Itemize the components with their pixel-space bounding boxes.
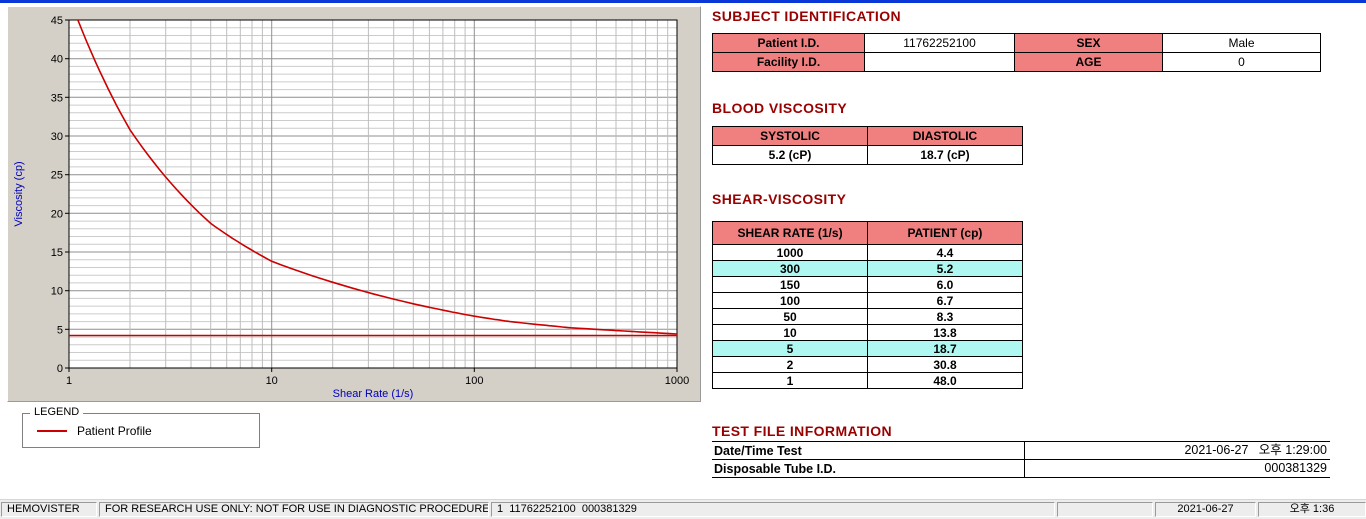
svg-text:1000: 1000	[665, 375, 689, 387]
shear-row: 2 30.8	[712, 356, 1023, 373]
table-row: SHEAR RATE (1/s) PATIENT (cp)	[712, 221, 1023, 245]
svg-text:10: 10	[51, 286, 63, 298]
svg-text:45: 45	[51, 15, 63, 27]
diastolic-value: 18.7 (cP)	[867, 145, 1023, 165]
status-record-info: 1 11762252100 000381329	[491, 502, 1055, 517]
shear-row: 150 6.0	[712, 276, 1023, 293]
systolic-header: SYSTOLIC	[712, 126, 868, 146]
shear-row: 1000 4.4	[712, 244, 1023, 261]
diastolic-header: DIASTOLIC	[867, 126, 1023, 146]
viscosity-chart: 0 5 10 15 20 25 30 35 40 45 1 10 100 1000 Shear Rate (…	[9, 8, 699, 405]
shear-row: 100 6.7	[712, 292, 1023, 309]
subject-table: Patient I.D. 11762252100 SEX Male Facili…	[712, 33, 1321, 72]
shear-value-cell: 6.0	[867, 276, 1023, 293]
sex-label: SEX	[1014, 33, 1163, 53]
shear-viscosity-table: SHEAR RATE (1/s) PATIENT (cp) 1000 4.4 30…	[712, 221, 1023, 389]
svg-text:35: 35	[51, 92, 63, 104]
disposable-tube-id-label: Disposable Tube I.D.	[714, 461, 837, 476]
status-research-notice: FOR RESEARCH USE ONLY: NOT FOR USE IN DI…	[99, 502, 489, 517]
shear-rate-cell: 2	[712, 356, 868, 373]
table-row: 5.2 (cP) 18.7 (cP)	[712, 145, 1023, 165]
svg-text:Viscosity (cp): Viscosity (cp)	[13, 161, 25, 226]
status-empty-panel	[1057, 502, 1153, 517]
table-row: Patient I.D. 11762252100 SEX Male	[712, 33, 1321, 53]
shear-value-cell: 8.3	[867, 308, 1023, 325]
blood-viscosity-title: BLOOD VISCOSITY	[712, 100, 848, 116]
shear-value-cell: 48.0	[867, 372, 1023, 389]
shear-row: 300 5.2	[712, 260, 1023, 277]
systolic-value: 5.2 (cP)	[712, 145, 868, 165]
shear-rate-header: SHEAR RATE (1/s)	[712, 221, 868, 245]
svg-text:25: 25	[51, 170, 63, 182]
shear-rate-cell: 1000	[712, 244, 868, 261]
shear-rate-cell: 10	[712, 324, 868, 341]
svg-text:40: 40	[51, 54, 63, 66]
status-app-name: HEMOVISTER	[1, 502, 97, 517]
shear-viscosity-title: SHEAR-VISCOSITY	[712, 191, 847, 207]
svg-text:1: 1	[66, 375, 72, 387]
subject-identification-title: SUBJECT IDENTIFICATION	[712, 8, 901, 24]
test-file-info: Date/Time Test 2021-06-27 오후 1:29:00 Dis…	[712, 441, 1330, 478]
shear-value-cell: 4.4	[867, 244, 1023, 261]
status-date: 2021-06-27	[1155, 502, 1256, 517]
age-value: 0	[1162, 52, 1321, 72]
disposable-tube-id-value: 000381329	[1024, 460, 1330, 477]
svg-text:30: 30	[51, 131, 63, 143]
sex-value: Male	[1162, 33, 1321, 53]
shear-value-cell: 6.7	[867, 292, 1023, 309]
svg-text:Shear Rate (1/s): Shear Rate (1/s)	[333, 388, 414, 400]
facility-id-label: Facility I.D.	[712, 52, 865, 72]
blood-viscosity-table: SYSTOLIC DIASTOLIC 5.2 (cP) 18.7 (cP)	[712, 126, 1023, 165]
shear-rate-cell: 50	[712, 308, 868, 325]
legend-item-label: Patient Profile	[77, 424, 152, 438]
shear-rate-cell: 100	[712, 292, 868, 309]
shear-rate-cell: 5	[712, 340, 868, 357]
shear-rate-cell: 1	[712, 372, 868, 389]
shear-row: 10 13.8	[712, 324, 1023, 341]
shear-row: 1 48.0	[712, 372, 1023, 389]
table-row: SYSTOLIC DIASTOLIC	[712, 126, 1023, 146]
shear-value-cell: 13.8	[867, 324, 1023, 341]
svg-text:100: 100	[465, 375, 483, 387]
shear-rate-cell: 300	[712, 260, 868, 277]
shear-value-cell: 18.7	[867, 340, 1023, 357]
shear-row: 50 8.3	[712, 308, 1023, 325]
patient-id-label: Patient I.D.	[712, 33, 865, 53]
date-time-test-value: 2021-06-27 오후 1:29:00	[1024, 442, 1330, 459]
table-row: Date/Time Test 2021-06-27 오후 1:29:00	[712, 442, 1330, 460]
status-bar: HEMOVISTER FOR RESEARCH USE ONLY: NOT FO…	[0, 499, 1366, 519]
shear-value-cell: 30.8	[867, 356, 1023, 373]
svg-text:10: 10	[266, 375, 278, 387]
patient-cp-header: PATIENT (cp)	[867, 221, 1023, 245]
age-label: AGE	[1014, 52, 1163, 72]
legend-item: Patient Profile	[23, 414, 259, 438]
shear-value-cell: 5.2	[867, 260, 1023, 277]
svg-text:15: 15	[51, 247, 63, 259]
svg-text:5: 5	[57, 324, 63, 336]
svg-text:0: 0	[57, 363, 63, 375]
legend-box: LEGEND Patient Profile	[22, 406, 260, 448]
date-time-test-label: Date/Time Test	[714, 443, 802, 458]
window-top-edge	[0, 0, 1366, 3]
table-row: Facility I.D. AGE 0	[712, 52, 1321, 72]
table-row: Disposable Tube I.D. 000381329	[712, 460, 1330, 478]
facility-id-value	[864, 52, 1015, 72]
status-time: 오후 1:36	[1258, 502, 1366, 517]
viscosity-chart-panel: 0 5 10 15 20 25 30 35 40 45 1 10 100 1000 Shear Rate (…	[7, 6, 701, 402]
legend-title: LEGEND	[30, 406, 84, 418]
patient-profile-line-swatch	[37, 430, 67, 432]
patient-id-value: 11762252100	[864, 33, 1015, 53]
test-file-information-title: TEST FILE INFORMATION	[712, 423, 893, 439]
shear-row: 5 18.7	[712, 340, 1023, 357]
shear-rate-cell: 150	[712, 276, 868, 293]
svg-text:20: 20	[51, 208, 63, 220]
